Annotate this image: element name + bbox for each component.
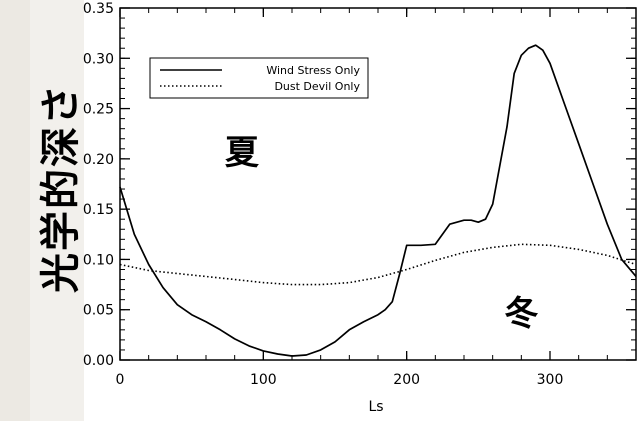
legend-label: Dust Devil Only [274,80,360,93]
x-tick-label: 0 [116,372,125,388]
y-tick-label: 0.00 [83,353,114,369]
legend-label: Wind Stress Only [266,64,360,77]
season-annotation: 夏 [225,133,260,173]
axis-ticks [119,7,637,361]
axis-tick-labels: 0 100 200 300 0.00 0.05 0.10 0.15 0.20 0.25 0.30 0.… [83,1,564,388]
y-axis-label-box [30,0,84,421]
y-tick-label: 0.05 [83,303,114,319]
y-tick-label: 0.30 [83,51,114,67]
y-tick-label: 0.15 [83,202,114,218]
y-tick-label: 0.10 [83,252,114,268]
x-tick-label: 100 [250,372,277,388]
x-axis-label: Ls [368,399,383,415]
y-tick-label: 0.20 [83,152,114,168]
season-annotation: 冬 [504,294,538,334]
legend-box [149,57,369,99]
y-tick-label: 0.35 [83,1,114,17]
series-lines [119,44,637,357]
annotations: 夏冬 [225,133,538,334]
left-margin-band [0,0,30,421]
series-line-wind-stress [119,44,637,357]
y-tick-label: 0.25 [83,102,114,118]
x-tick-label: 300 [537,372,564,388]
x-tick-label: 200 [393,372,420,388]
series-line-dust-devil [119,243,637,286]
legend: Wind Stress Only Dust Devil Only [149,57,369,99]
